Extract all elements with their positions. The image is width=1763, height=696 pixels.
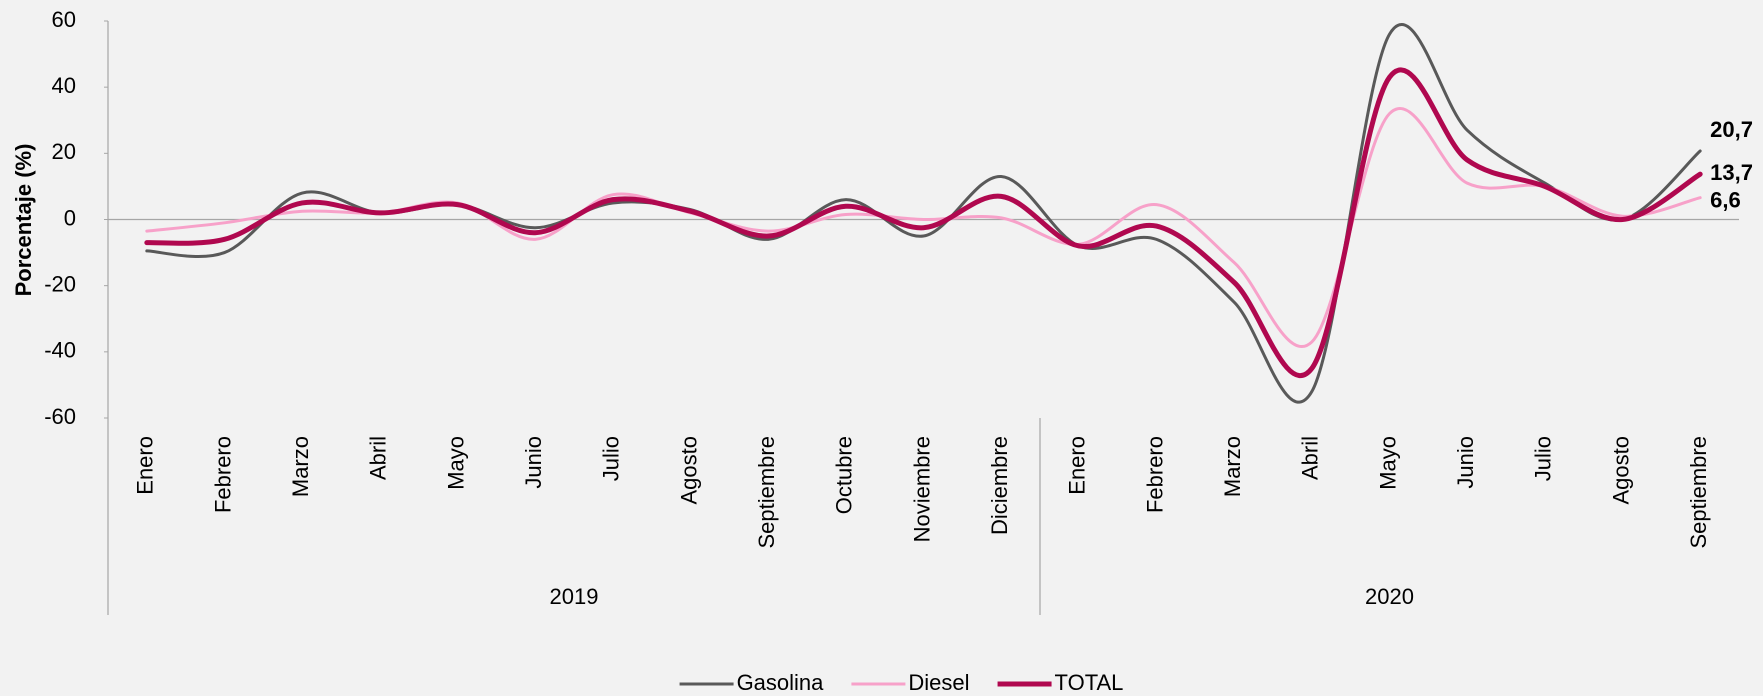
x-tick-label: Octubre	[832, 436, 857, 514]
legend-label: TOTAL	[1055, 670, 1124, 695]
y-tick-label: 60	[52, 7, 76, 32]
group-label: 2020	[1365, 584, 1414, 609]
x-tick-label: Julio	[1531, 436, 1556, 481]
x-tick-label: Noviembre	[909, 436, 934, 542]
x-tick-label: Junio	[521, 436, 546, 489]
x-tick-label: Agosto	[676, 436, 701, 505]
x-tick-label: Julio	[599, 436, 624, 481]
x-tick-label: Septiembre	[754, 436, 779, 549]
x-tick-label: Abril	[1298, 436, 1323, 480]
x-tick-label: Marzo	[288, 436, 313, 497]
y-axis-label: Porcentaje (%)	[11, 144, 36, 297]
legend-label: Diesel	[908, 670, 969, 695]
x-tick-label: Septiembre	[1686, 436, 1711, 549]
value-label: 20,7	[1710, 117, 1753, 142]
y-tick-label: 0	[64, 205, 76, 230]
x-tick-label: Diciembre	[987, 436, 1012, 535]
value-label: 6,6	[1710, 187, 1741, 212]
x-tick-label: Junio	[1453, 436, 1478, 489]
y-tick-label: -20	[44, 271, 76, 296]
x-tick-label: Mayo	[443, 436, 468, 490]
x-tick-label: Enero	[133, 436, 158, 495]
y-tick-label: 40	[52, 73, 76, 98]
x-tick-label: Mayo	[1375, 436, 1400, 490]
x-tick-label: Enero	[1065, 436, 1090, 495]
legend-label: Gasolina	[737, 670, 825, 695]
x-tick-label: Abril	[366, 436, 391, 480]
value-label: 13,7	[1710, 160, 1753, 185]
x-tick-label: Agosto	[1608, 436, 1633, 505]
y-tick-label: -60	[44, 404, 76, 429]
x-tick-label: Febrero	[210, 436, 235, 513]
series-line	[144, 67, 1703, 379]
group-label: 2019	[550, 584, 599, 609]
y-tick-label: -40	[44, 338, 76, 363]
x-tick-label: Marzo	[1220, 436, 1245, 497]
x-tick-label: Febrero	[1142, 436, 1167, 513]
y-tick-label: 20	[52, 139, 76, 164]
